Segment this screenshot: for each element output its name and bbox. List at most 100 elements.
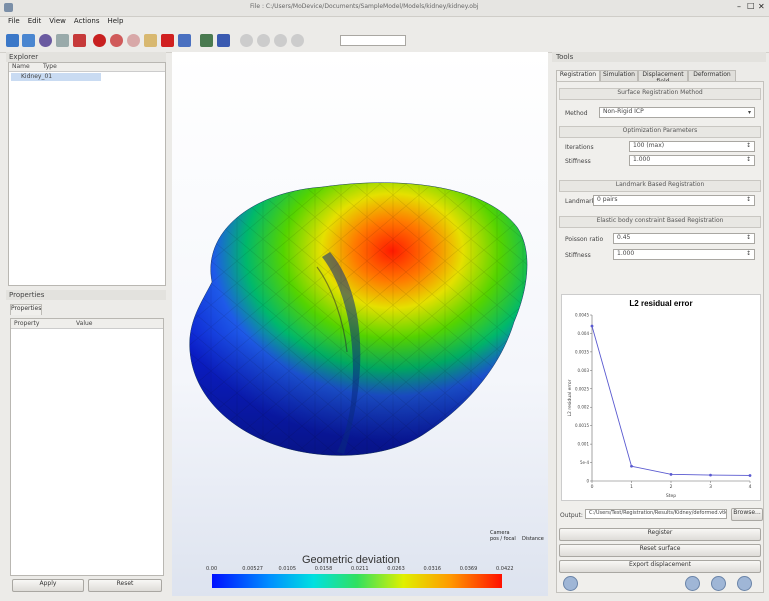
tab-0[interactable]: Registration [556,70,600,82]
y-tick-label: 0.0045 [575,313,589,318]
nav-prev-icon[interactable] [685,576,700,591]
colorbar-tick-label: 0.0263 [387,566,405,572]
record-icon[interactable] [93,34,106,47]
y-tick-label: 0.002 [578,405,590,410]
warning-icon[interactable] [178,34,191,47]
y-axis-label: L2 residual error [567,379,573,416]
apply-button[interactable]: Apply [12,579,84,592]
minimize-button[interactable]: – [737,2,741,11]
explorer-selected-item[interactable]: Kidney_01 [11,73,101,81]
iterations-field[interactable]: 100 (max) ↕ [629,141,755,152]
register-button[interactable]: Register [559,528,761,541]
output-label: Output: [560,512,583,519]
group-landmarks-title: Landmark Based Registration [559,180,761,192]
x-tick-label: 2 [670,484,673,490]
circle-tool-2-icon[interactable] [257,34,270,47]
spin-icon: ↕ [745,196,751,203]
spin-icon: ↕ [745,234,751,241]
properties-column-header: Property Value [11,319,163,329]
tools-header: Tools [552,52,766,62]
camera-readout-3: Distance [522,536,544,542]
toolbar-search-field[interactable] [340,35,406,46]
group-method-title-text: Surface Registration Method [617,89,703,96]
explorer-col-type: Type [43,63,57,70]
colorbar [212,574,502,588]
properties-tab[interactable]: Properties [10,304,42,315]
chart-title: L2 residual error [629,299,692,308]
maximize-button[interactable]: □ [747,1,755,10]
nav-end-icon[interactable] [737,576,752,591]
shape-tool-icon[interactable] [39,34,52,47]
menu-item-2[interactable]: View [49,17,66,25]
save-icon[interactable] [22,34,35,47]
landmarks-field[interactable]: 0 pairs ↕ [593,195,755,206]
settings-wheel-icon[interactable] [110,34,123,47]
export-displacement-button[interactable]: Export displacement [559,560,761,573]
circle-tool-4-icon[interactable] [291,34,304,47]
add-point-icon[interactable] [161,34,174,47]
elastic-stiffness-field[interactable]: 1.000 ↕ [613,249,755,260]
image-view-icon[interactable] [200,34,213,47]
y-tick-label: 0.0015 [575,423,589,428]
menu-item-3[interactable]: Actions [73,17,100,25]
method-select[interactable]: Non-Rigid ICP ▾ [599,107,755,118]
menu-item-0[interactable]: File [8,17,20,25]
browse-button[interactable]: Browse... [731,508,763,521]
x-tick-label: 1 [630,484,633,490]
camera-readout-2: pos / focal [490,536,516,542]
tab-1[interactable]: Simulation [600,70,638,82]
residual-chart-svg: L2 residual error 0 5e-4 0.001 0.0015 0.002 0.… [567,299,752,499]
menu-item-4[interactable]: Help [107,17,124,25]
y-tick-label: 0.004 [578,331,590,336]
stiffness-field[interactable]: 1.000 ↕ [629,155,755,166]
colorbar-tick-label: 0.0422 [496,566,514,572]
group-method-title: Surface Registration Method [559,88,761,100]
info-icon[interactable] [563,576,578,591]
y-tick-label: 5e-4 [580,460,589,465]
landmarks-label: Landmarks [565,198,599,205]
stiffness-field-value: 1.000 [633,156,651,163]
nav-next-icon[interactable] [711,576,726,591]
pointer-tool-icon[interactable] [56,34,69,47]
data-point [669,472,673,476]
circle-tool-1-icon[interactable] [240,34,253,47]
crop-icon[interactable] [144,34,157,47]
grid-view-icon[interactable] [217,34,230,47]
close-button[interactable]: ✕ [758,2,765,11]
data-point [709,473,712,477]
colorbar-tick-label: 0.0158 [314,566,333,572]
filter-icon[interactable] [73,34,86,47]
app-icon [4,3,13,12]
properties-col-value: Value [76,320,93,327]
y-tick-label: 0.0025 [575,386,589,391]
output-path-field[interactable]: C:/Users/Test/Registration/Results/Kidne… [585,509,727,519]
data-point [630,464,633,468]
explorer-tree[interactable]: Name Type Kidney_01 [8,62,166,286]
explorer-item-label: Kidney_01 [21,73,53,80]
chevron-down-icon: ▾ [747,109,751,116]
menu-item-1[interactable]: Edit [27,17,42,25]
explorer-header: Explorer [6,52,166,62]
y-tick-label: 0.0035 [575,349,589,354]
poisson-field[interactable]: 0.45 ↕ [613,233,755,244]
properties-table[interactable]: Property Value [10,318,164,576]
x-tick-label: 0 [591,484,594,490]
spin-icon: ↕ [745,250,751,257]
kidney-mesh [189,182,528,456]
tab-3[interactable]: Deformation [688,70,736,82]
tool-wheel-icon[interactable] [127,34,140,47]
poisson-label: Poisson ratio [565,236,604,243]
group-elastic-title: Elastic body constraint Based Registrati… [559,216,761,228]
colorbar-tick-label: 0.00527 [242,566,263,572]
colorbar-tick-label: 0.0369 [459,566,478,572]
data-point [590,324,594,328]
3d-viewport[interactable]: Camera pos / focal Distance Geometric de… [172,52,548,596]
y-tick-label: 0.001 [578,442,590,447]
circle-tool-3-icon[interactable] [274,34,287,47]
reset-surface-button[interactable]: Reset surface [559,544,761,557]
residual-chart: L2 residual error 0 5e-4 0.001 0.0015 0.002 0.… [561,294,761,501]
colorbar-tick-label: 0.0105 [278,566,297,572]
menu-bar: File Edit View Actions Help [0,17,769,29]
reset-button[interactable]: Reset [88,579,162,592]
new-file-icon[interactable] [6,34,19,47]
